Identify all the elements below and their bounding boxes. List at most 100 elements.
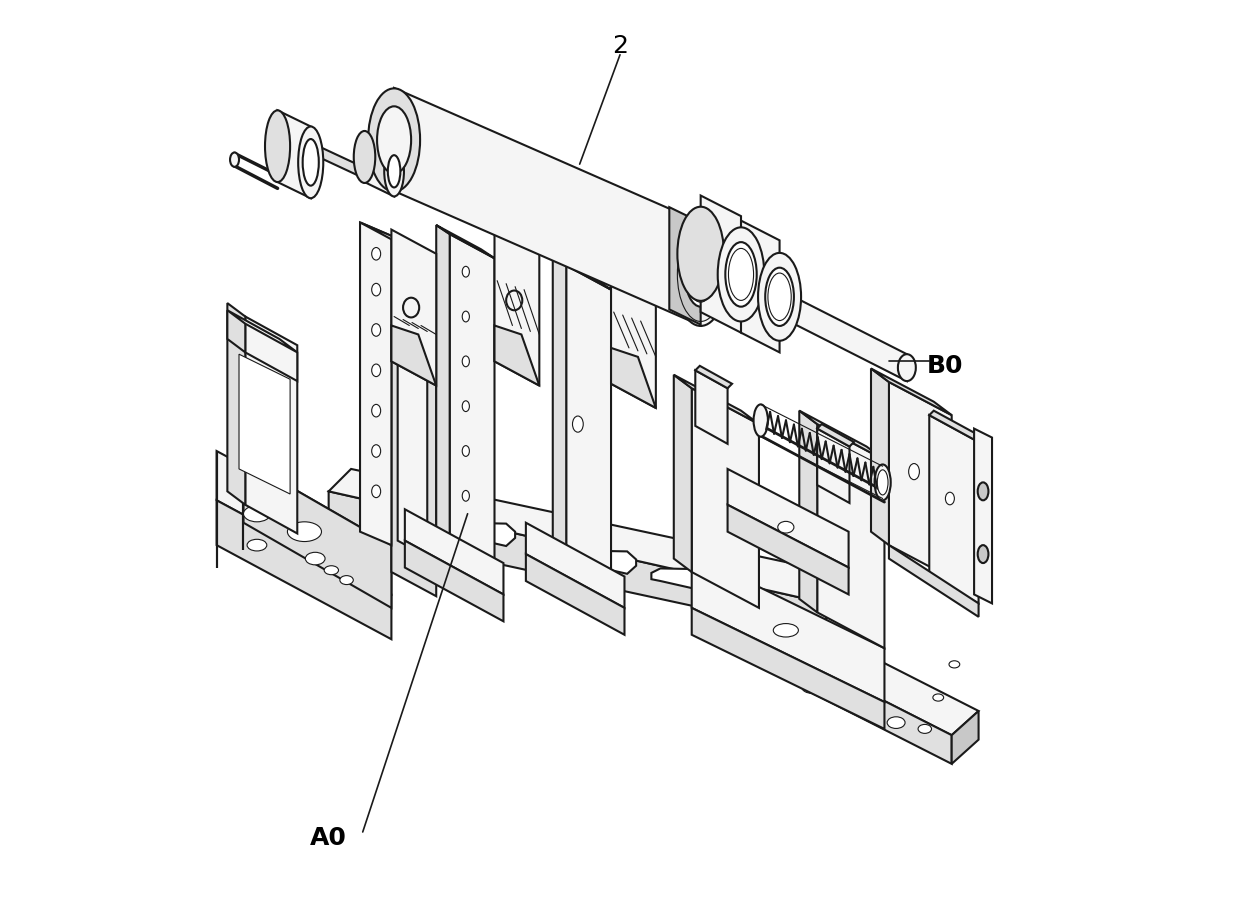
Polygon shape — [450, 234, 495, 574]
Ellipse shape — [718, 227, 764, 321]
Ellipse shape — [677, 207, 724, 301]
Ellipse shape — [324, 566, 339, 575]
Polygon shape — [404, 540, 503, 621]
Ellipse shape — [758, 253, 801, 341]
Polygon shape — [360, 223, 436, 260]
Ellipse shape — [506, 290, 522, 310]
Ellipse shape — [368, 88, 420, 191]
Polygon shape — [243, 460, 392, 572]
Polygon shape — [701, 196, 742, 333]
Ellipse shape — [303, 139, 319, 186]
Polygon shape — [692, 608, 884, 729]
Ellipse shape — [887, 717, 905, 729]
Ellipse shape — [777, 521, 794, 533]
Polygon shape — [227, 303, 246, 353]
Polygon shape — [217, 501, 392, 640]
Polygon shape — [394, 87, 701, 326]
Ellipse shape — [898, 354, 916, 381]
Ellipse shape — [372, 485, 381, 498]
Ellipse shape — [765, 268, 794, 326]
Polygon shape — [817, 424, 884, 649]
Polygon shape — [651, 568, 717, 592]
Polygon shape — [611, 247, 656, 408]
Polygon shape — [311, 143, 365, 179]
Ellipse shape — [932, 694, 944, 701]
Ellipse shape — [265, 110, 290, 182]
Polygon shape — [526, 554, 625, 635]
Polygon shape — [780, 290, 906, 381]
Polygon shape — [398, 255, 436, 281]
Polygon shape — [817, 428, 849, 503]
Ellipse shape — [463, 446, 470, 456]
Polygon shape — [670, 207, 701, 325]
Ellipse shape — [372, 404, 381, 417]
Ellipse shape — [384, 146, 404, 197]
Ellipse shape — [388, 155, 401, 188]
Ellipse shape — [463, 400, 470, 411]
Ellipse shape — [463, 491, 470, 502]
Polygon shape — [951, 711, 978, 764]
Ellipse shape — [231, 152, 239, 167]
Ellipse shape — [403, 298, 419, 318]
Polygon shape — [398, 255, 428, 557]
Polygon shape — [728, 469, 848, 567]
Text: 2: 2 — [613, 33, 627, 58]
Ellipse shape — [340, 575, 353, 584]
Polygon shape — [360, 223, 392, 545]
Polygon shape — [495, 326, 539, 385]
Polygon shape — [567, 265, 611, 592]
Polygon shape — [870, 369, 951, 415]
Polygon shape — [800, 410, 817, 612]
Polygon shape — [227, 310, 298, 353]
Ellipse shape — [353, 131, 376, 183]
Ellipse shape — [909, 464, 919, 480]
Ellipse shape — [977, 483, 988, 501]
Ellipse shape — [877, 470, 888, 495]
Polygon shape — [526, 523, 625, 608]
Polygon shape — [728, 621, 951, 764]
Polygon shape — [436, 226, 495, 258]
Polygon shape — [929, 410, 983, 442]
Ellipse shape — [846, 699, 864, 711]
Polygon shape — [817, 424, 854, 446]
Polygon shape — [404, 510, 503, 594]
Polygon shape — [889, 545, 978, 617]
Ellipse shape — [243, 506, 270, 522]
Polygon shape — [692, 388, 759, 608]
Polygon shape — [278, 110, 311, 198]
Ellipse shape — [949, 661, 960, 668]
Ellipse shape — [372, 445, 381, 457]
Polygon shape — [329, 492, 826, 635]
Ellipse shape — [754, 404, 768, 437]
Ellipse shape — [675, 223, 727, 326]
Polygon shape — [611, 348, 656, 408]
Polygon shape — [728, 597, 978, 735]
Polygon shape — [800, 410, 884, 460]
Ellipse shape — [305, 552, 325, 565]
Polygon shape — [329, 469, 853, 603]
Polygon shape — [673, 375, 759, 424]
Ellipse shape — [918, 724, 931, 733]
Polygon shape — [870, 369, 889, 545]
Polygon shape — [243, 460, 392, 608]
Polygon shape — [246, 324, 298, 533]
Polygon shape — [365, 132, 394, 197]
Text: A0: A0 — [310, 826, 347, 851]
Ellipse shape — [463, 356, 470, 367]
Ellipse shape — [372, 364, 381, 377]
Polygon shape — [436, 226, 450, 549]
Polygon shape — [696, 366, 732, 388]
Ellipse shape — [298, 126, 324, 198]
Polygon shape — [929, 415, 978, 603]
Ellipse shape — [801, 680, 823, 694]
Polygon shape — [570, 550, 636, 574]
Polygon shape — [246, 317, 298, 381]
Polygon shape — [696, 371, 728, 444]
Polygon shape — [728, 505, 848, 594]
Ellipse shape — [874, 465, 890, 501]
Polygon shape — [392, 256, 436, 596]
Polygon shape — [392, 230, 436, 385]
Ellipse shape — [774, 623, 799, 637]
Ellipse shape — [725, 242, 756, 307]
Polygon shape — [227, 310, 246, 505]
